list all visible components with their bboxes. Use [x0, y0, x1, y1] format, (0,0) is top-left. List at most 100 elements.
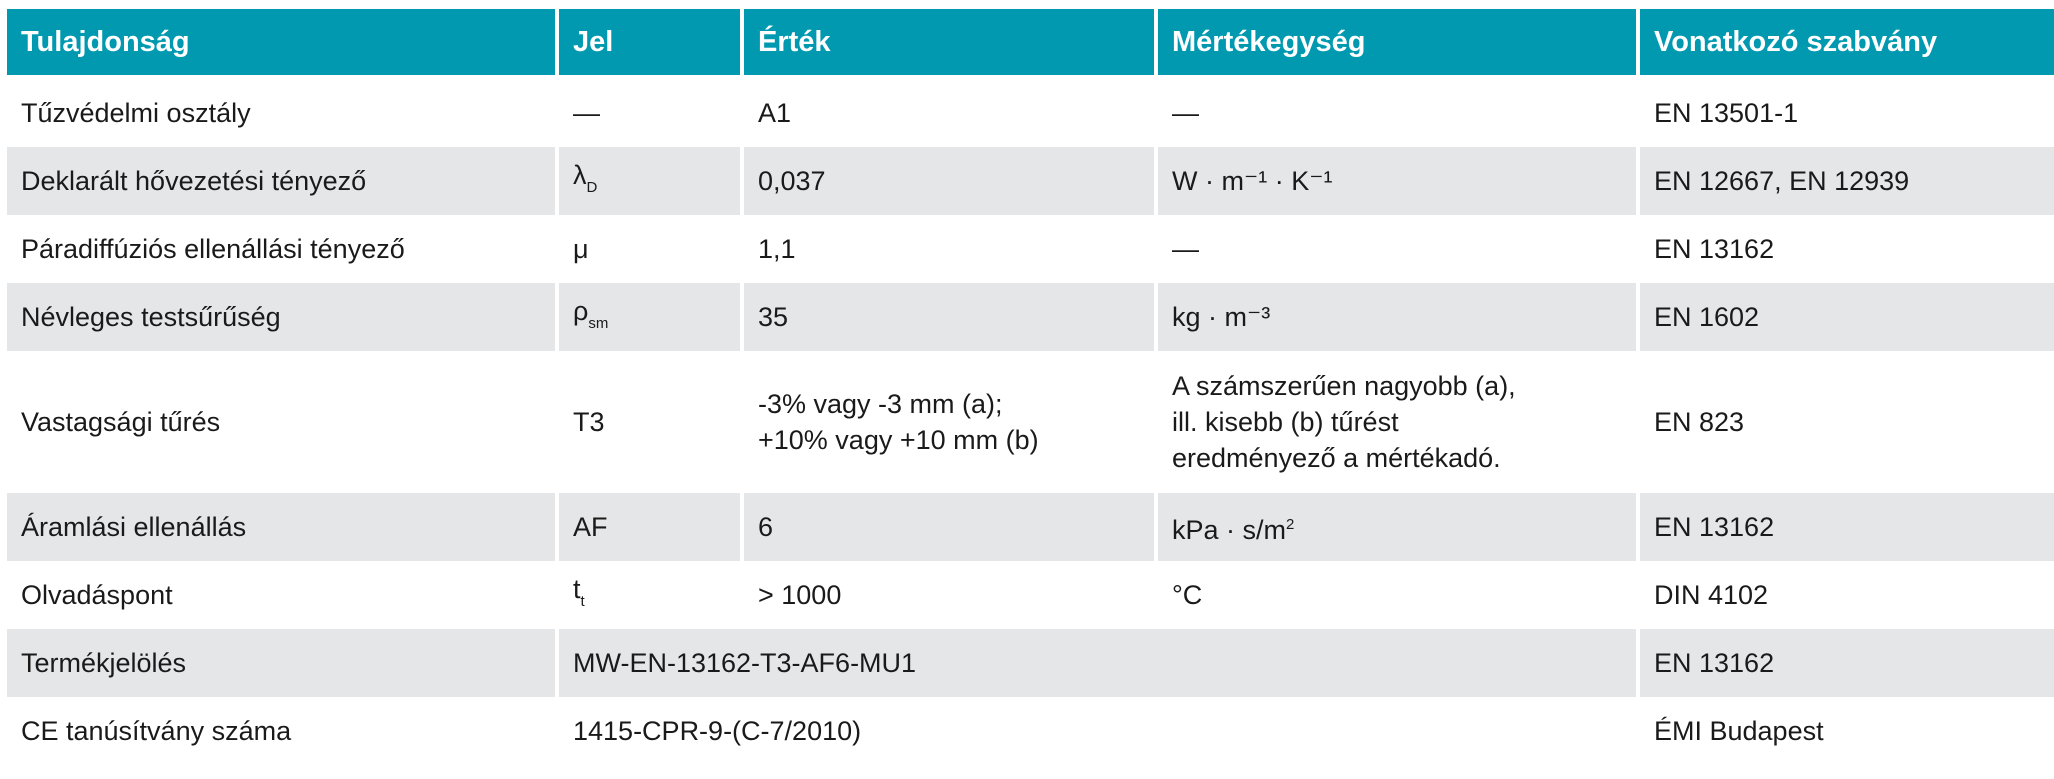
table-row: Névleges testsűrűség ρsm 35 kg · m⁻³ EN 1602 [7, 283, 2054, 351]
text: sm [588, 314, 609, 332]
text: Deklarált hővezetési tényező [21, 166, 367, 196]
text: 6 [758, 512, 774, 542]
cell-value: > 1000 [744, 561, 1154, 629]
header-value: Érték [744, 9, 1154, 79]
text: -3% vagy -3 mm (a); [758, 389, 1003, 419]
text: kg · m⁻³ [1172, 302, 1271, 332]
text: Áramlási ellenállás [21, 512, 247, 542]
cell-value: 35 [744, 283, 1154, 351]
text: °C [1172, 580, 1203, 610]
text: T3 [573, 407, 605, 437]
cell-symbol: tt [559, 561, 740, 629]
properties-table: Tulajdonság Jel Érték Mértékegység Vonat… [3, 9, 2054, 765]
cell-unit: W · m⁻¹ · K⁻¹ [1158, 147, 1636, 215]
text: MW-EN-13162-T3-AF6-MU1 [573, 648, 917, 678]
cell-property: Páradiffúziós ellenállási tényező [7, 215, 555, 283]
text: A1 [758, 98, 792, 128]
text: Névleges testsűrűség [21, 302, 281, 332]
text: AF [573, 512, 608, 542]
cell-symbol: AF [559, 493, 740, 561]
cell-property: Névleges testsűrűség [7, 283, 555, 351]
cell-unit: — [1158, 215, 1636, 283]
cell-standard: EN 13162 [1640, 493, 2054, 561]
text: t [573, 573, 581, 604]
text: EN 13162 [1654, 234, 1775, 264]
text: kPa · s/m [1172, 514, 1287, 545]
text: t [580, 592, 585, 610]
text: 35 [758, 302, 789, 332]
text: — [573, 98, 600, 128]
cell-value: A1 [744, 79, 1154, 147]
text: ÉMI Budapest [1654, 716, 1824, 746]
table-row: Olvadáspont tt > 1000 °C DIN 4102 [7, 561, 2054, 629]
cell-unit: °C [1158, 561, 1636, 629]
cell-property: Tűzvédelmi osztály [7, 79, 555, 147]
cell-standard: EN 1602 [1640, 283, 2054, 351]
cell-designation: MW-EN-13162-T3-AF6-MU1 [559, 629, 1636, 697]
cell-unit: kg · m⁻³ [1158, 283, 1636, 351]
table-row: CE tanúsítvány száma 1415-CPR-9-(C-7/2010… [7, 697, 2054, 765]
cell-symbol: λD [559, 147, 740, 215]
cell-unit: kPa · s/m2 [1158, 493, 1636, 561]
text: Termékjelölés [21, 648, 187, 678]
text: λ [573, 159, 587, 190]
text: — [1172, 234, 1199, 264]
cell-value: 0,037 [744, 147, 1154, 215]
table-row: Tűzvédelmi osztály — A1 — EN 13501-1 [7, 79, 2054, 147]
header-standard: Vonatkozó szabvány [1640, 9, 2054, 79]
cell-property: Olvadáspont [7, 561, 555, 629]
text: eredményező a mértékadó. [1172, 443, 1501, 473]
text: 0,037 [758, 166, 826, 196]
table-row: Termékjelölés MW-EN-13162-T3-AF6-MU1 EN 13… [7, 629, 2054, 697]
text: Páradiffúziós ellenállási tényező [21, 234, 405, 264]
text: EN 1602 [1654, 302, 1760, 332]
cell-standard: EN 13501-1 [1640, 79, 2054, 147]
cell-standard: EN 12667, EN 12939 [1640, 147, 2054, 215]
text: ρ [573, 295, 589, 326]
cell-designation: 1415-CPR-9-(C-7/2010) [559, 697, 1636, 765]
cell-unit: A számszerűen nagyobb (a), ill. kisebb (b… [1158, 351, 1636, 493]
text: 2 [1286, 515, 1295, 533]
text: EN 13162 [1654, 648, 1775, 678]
cell-standard: DIN 4102 [1640, 561, 2054, 629]
text: > 1000 [758, 580, 842, 610]
cell-property: Termékjelölés [7, 629, 555, 697]
text: EN 823 [1654, 407, 1745, 437]
table-row: Áramlási ellenállás AF 6 kPa · s/m2 EN 13162 [7, 493, 2054, 561]
text: CE tanúsítvány száma [21, 716, 292, 746]
cell-symbol: ρsm [559, 283, 740, 351]
cell-property: Vastagsági tűrés [7, 351, 555, 493]
table-row: Deklarált hővezetési tényező λD 0,037 W · m… [7, 147, 2054, 215]
header-symbol: Jel [559, 9, 740, 79]
cell-standard: ÉMI Budapest [1640, 697, 2054, 765]
cell-value: 6 [744, 493, 1154, 561]
text: μ [573, 234, 589, 264]
header-property: Tulajdonság [7, 9, 555, 79]
cell-unit: — [1158, 79, 1636, 147]
text: EN 13501-1 [1654, 98, 1799, 128]
header-row: Tulajdonság Jel Érték Mértékegység Vonat… [7, 9, 2054, 79]
cell-symbol: μ [559, 215, 740, 283]
text: Tűzvédelmi osztály [21, 98, 251, 128]
cell-value: 1,1 [744, 215, 1154, 283]
text: A számszerűen nagyobb (a), [1172, 371, 1516, 401]
cell-symbol: T3 [559, 351, 740, 493]
cell-value: -3% vagy -3 mm (a); +10% vagy +10 mm (b) [744, 351, 1154, 493]
text: 1415-CPR-9-(C-7/2010) [573, 716, 862, 746]
table-row: Páradiffúziós ellenállási tényező μ 1,1 — EN… [7, 215, 2054, 283]
text: Olvadáspont [21, 580, 173, 610]
cell-standard: EN 823 [1640, 351, 2054, 493]
cell-property: CE tanúsítvány száma [7, 697, 555, 765]
cell-property: Áramlási ellenállás [7, 493, 555, 561]
cell-standard: EN 13162 [1640, 629, 2054, 697]
cell-symbol: — [559, 79, 740, 147]
text: EN 12667, EN 12939 [1654, 166, 1910, 196]
text: DIN 4102 [1654, 580, 1769, 610]
table-row: Vastagsági tűrés T3 -3% vagy -3 mm (a); +10… [7, 351, 2054, 493]
text: — [1172, 98, 1199, 128]
text: Vastagsági tűrés [21, 407, 221, 437]
header-unit: Mértékegység [1158, 9, 1636, 79]
text: ill. kisebb (b) tűrést [1172, 407, 1399, 437]
text: 1,1 [758, 234, 796, 264]
text: W · m⁻¹ · K⁻¹ [1172, 166, 1333, 196]
